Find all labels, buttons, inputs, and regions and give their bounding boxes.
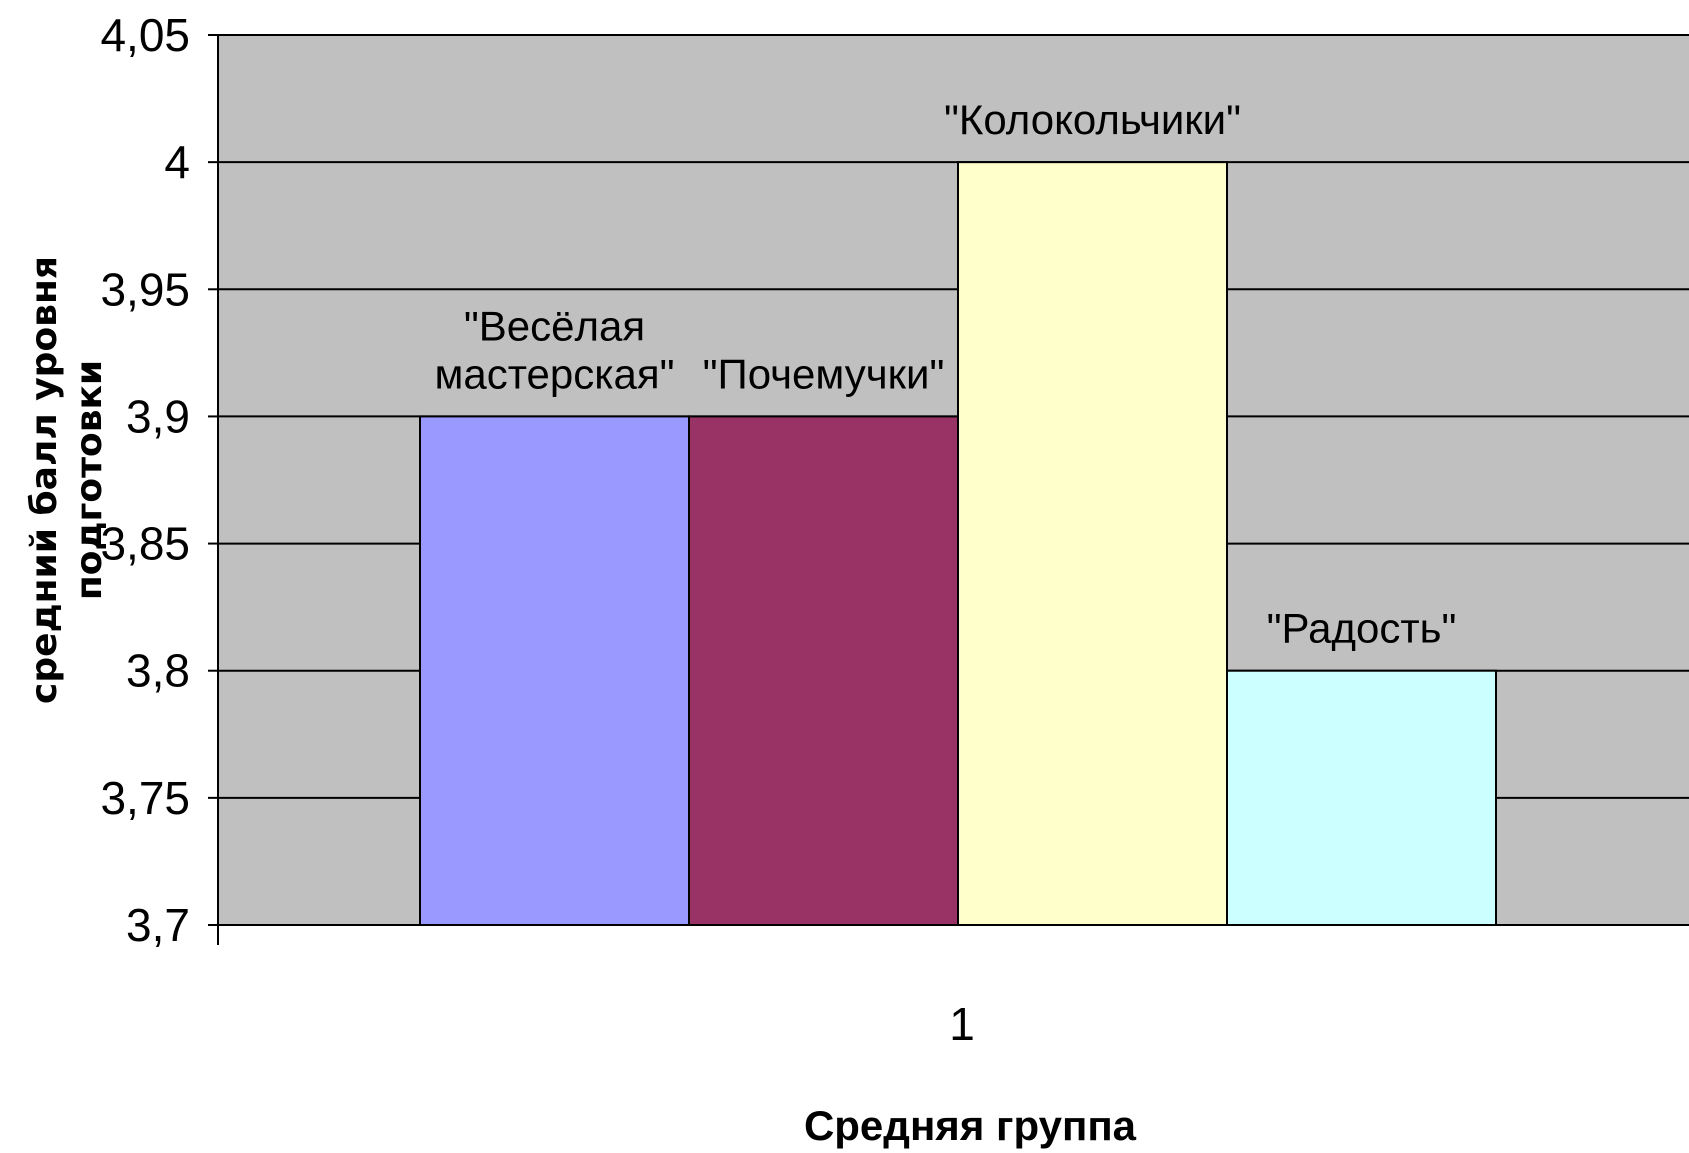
y-tick-label-2: 3,8 — [126, 645, 190, 697]
data-labels: "Весёлая мастерская" "Почемучки" "Колокольч… — [434, 96, 1456, 652]
y-tick-label-5: 3,95 — [100, 263, 190, 315]
y-tick-label-3: 3,85 — [100, 518, 190, 570]
data-label-3: "Колокольчики" — [944, 96, 1241, 143]
bar-2 — [688, 415, 959, 926]
data-label-2-line-1: "Почемучки" — [703, 350, 945, 397]
axes — [208, 34, 1689, 945]
bar-3 — [957, 161, 1228, 926]
y-axis-title-line-2: подготовки — [69, 360, 110, 600]
x-category-label: 1 — [949, 998, 975, 1050]
data-label-4: "Радость" — [1267, 605, 1457, 652]
y-tick-label-1: 3,75 — [100, 772, 190, 824]
y-axis-title-line-1: средний балл уровня — [24, 256, 65, 704]
data-label-1-line-2: мастерская" — [434, 350, 674, 397]
bar-1 — [419, 415, 690, 926]
y-tick-labels: 3,7 3,75 3,8 3,85 3,9 3,95 4 4,05 — [100, 9, 190, 951]
bars — [419, 161, 1497, 927]
x-axis-title: Средняя группа — [804, 1102, 1137, 1149]
data-label-4-line-1: "Радость" — [1267, 605, 1457, 652]
y-tick-label-0: 3,7 — [126, 899, 190, 951]
y-tick-label-6: 4 — [164, 136, 190, 188]
y-tick-label-4: 3,9 — [126, 390, 190, 442]
y-tick-label-7: 4,05 — [100, 9, 190, 61]
data-label-1-line-1: "Весёлая — [464, 302, 645, 349]
data-label-3-line-1: "Колокольчики" — [944, 96, 1241, 143]
data-label-1: "Весёлая мастерская" — [434, 302, 674, 397]
bar-4 — [1226, 669, 1497, 927]
data-label-2: "Почемучки" — [703, 350, 945, 397]
y-axis-title: средний балл уровня подготовки — [24, 256, 110, 704]
